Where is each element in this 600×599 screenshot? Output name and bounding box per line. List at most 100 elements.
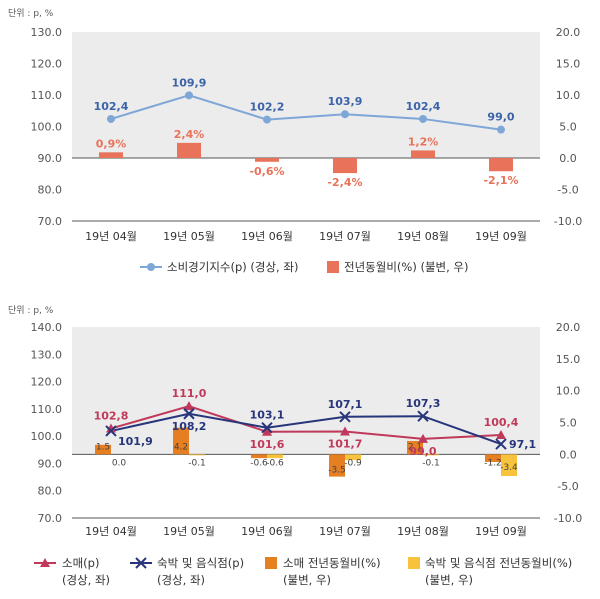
y-right-tick-2: -10.0: [554, 512, 582, 525]
y-left-tick-1: 80.0: [38, 184, 63, 197]
x-tick-label-2: 19년 04월: [85, 525, 137, 538]
line-point-1: [497, 125, 505, 134]
unit-label-2: 단위 : p, %: [8, 305, 54, 316]
bar-data-label-2: -3.4: [500, 463, 518, 473]
line-point-lodging: [105, 425, 117, 437]
legend-bar-marker-1: [327, 261, 339, 273]
line-data-label-1: 102,4: [94, 100, 129, 113]
plot-band-lower-1: [72, 158, 540, 221]
y-left-tick-1: 70.0: [38, 215, 63, 228]
bar-data-label-2: -1.2: [484, 458, 502, 468]
y-left-tick-1: 120.0: [31, 58, 63, 71]
line-point-retail: [496, 430, 506, 440]
line-point-1: [107, 114, 115, 123]
y-right-tick-1: 15.0: [556, 58, 581, 71]
bar-retail-yoy: [407, 440, 423, 455]
line-data-label-lodging: 108,2: [172, 420, 207, 433]
line-point-retail: [340, 426, 350, 436]
legend-triangle-marker: [40, 558, 50, 567]
x-tick-label-1: 19년 08월: [397, 230, 449, 243]
bar-data-label-1: 2,4%: [174, 128, 205, 141]
bar-data-label-1: 0,9%: [96, 137, 127, 150]
line-point-retail: [418, 433, 428, 443]
y-left-tick-2: 70.0: [38, 512, 63, 525]
line-data-label-retail: 101,6: [250, 438, 285, 451]
bar-retail-yoy: [95, 444, 111, 455]
line-point-lodging: [339, 411, 351, 423]
x-tick-label-2: 19년 08월: [397, 525, 449, 538]
bar-data-label-1: -2,4%: [327, 176, 362, 189]
y-right-tick-2: 15.0: [556, 353, 581, 366]
x-tick-label-2: 19년 06월: [241, 525, 293, 538]
y-left-tick-2: 140.0: [31, 321, 63, 334]
bar-data-label-2: 0.0: [112, 458, 127, 468]
bar-data-label-2: -3.5: [328, 466, 346, 476]
line-point-1: [419, 114, 427, 123]
bar-yoy-1: [177, 142, 201, 158]
line-lodging: [110, 412, 502, 445]
bar-yoy-1: [411, 150, 435, 158]
y-right-tick-1: 10.0: [556, 89, 581, 102]
y-left-tick-1: 100.0: [31, 121, 63, 134]
line-data-label-lodging: 103,1: [250, 409, 285, 422]
legend-bar-marker-lodging-yoy: [408, 557, 420, 569]
line-point-retail: [184, 401, 194, 411]
bar-data-label-1: -2,1%: [483, 174, 518, 187]
y-right-tick-1: 20.0: [556, 26, 581, 39]
x-tick-label-1: 19년 07월: [319, 230, 371, 243]
plot-band-upper-1: [72, 32, 540, 158]
y-right-tick-2: 20.0: [556, 321, 581, 334]
bar-data-label-2: 1.5: [96, 442, 110, 452]
legend-label-lodging-yoy: 숙박 및 음식점 전년동월비(%): [425, 556, 572, 570]
bar-lodging-yoy: [345, 454, 361, 461]
unit-label-1: 단위 : p, %: [8, 8, 54, 19]
line-data-label-lodging: 107,1: [328, 398, 363, 411]
y-right-tick-2: 5.0: [559, 417, 577, 430]
bar-data-label-2: -0.6: [266, 458, 284, 468]
bar-lodging-yoy: [267, 454, 283, 459]
legend-label-lodging: 숙박 및 음식점(p): [157, 556, 244, 570]
x-tick-label-2: 19년 09월: [475, 525, 527, 538]
bar-data-label-2: -0.1: [188, 458, 206, 468]
y-right-tick-1: 0.0: [559, 152, 577, 165]
line-data-label-1: 102,4: [406, 100, 441, 113]
legend-bar-marker-retail-yoy: [265, 557, 277, 569]
line-point-retail: [262, 426, 272, 436]
x-tick-label-1: 19년 05월: [163, 230, 215, 243]
bar-retail-yoy: [173, 427, 189, 455]
line-data-label-1: 102,2: [250, 101, 285, 114]
x-tick-label-2: 19년 07월: [319, 525, 371, 538]
y-right-tick-1: -10.0: [554, 215, 582, 228]
line-consumption-index: [110, 94, 502, 131]
line-data-label-retail: 102,8: [94, 410, 129, 423]
bar-yoy-1: [333, 158, 357, 174]
line-data-label-1: 99,0: [487, 111, 514, 124]
y-left-tick-1: 130.0: [31, 26, 63, 39]
bar-yoy-1: [255, 158, 279, 162]
y-right-tick-1: -5.0: [557, 184, 578, 197]
line-data-label-lodging: 101,9: [118, 435, 153, 448]
line-retail: [110, 405, 502, 440]
bar-data-label-1: 1,2%: [408, 135, 439, 148]
legend-label-bar-1: 전년동월비(%) (불변, 우): [344, 260, 468, 274]
legend-sublabel-retail: (경상, 좌): [62, 573, 110, 587]
line-point-1: [185, 91, 193, 100]
legend-x-marker: [135, 557, 147, 569]
line-point-1: [341, 110, 349, 119]
legend-label-retail: 소매(p): [62, 556, 99, 570]
plot-band-lower-2: [72, 454, 540, 518]
y-right-tick-1: 5.0: [559, 121, 577, 134]
line-point-1: [263, 115, 271, 124]
plot-band-upper-2: [72, 327, 540, 455]
legend-sublabel-lodging-yoy: (불변, 우): [425, 573, 473, 587]
line-data-label-retail: 99,0: [409, 445, 436, 458]
bar-lodging-yoy: [501, 454, 517, 476]
line-data-label-retail: 111,0: [172, 387, 207, 400]
y-left-tick-2: 100.0: [31, 430, 63, 443]
line-point-lodging: [183, 408, 195, 420]
line-point-retail: [106, 423, 116, 433]
line-data-label-retail: 100,4: [484, 416, 519, 429]
x-tick-label-1: 19년 06월: [241, 230, 293, 243]
x-tick-label-1: 19년 04월: [85, 230, 137, 243]
